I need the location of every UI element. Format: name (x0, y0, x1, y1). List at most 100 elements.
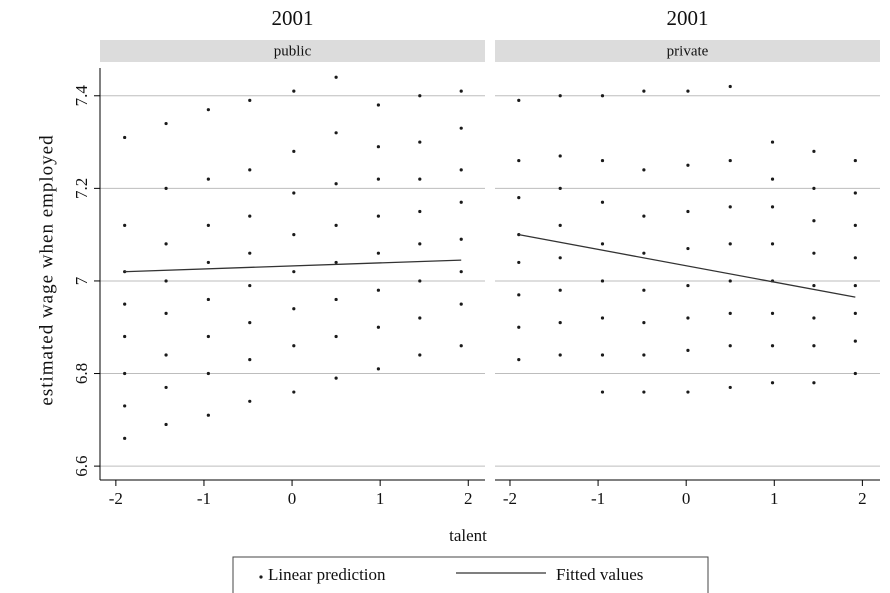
legend-box (232, 556, 709, 593)
point (558, 223, 562, 227)
point (459, 126, 463, 130)
x-tick-label: 0 (682, 489, 691, 508)
point (334, 75, 338, 79)
point (292, 149, 296, 153)
point (558, 256, 562, 260)
point (123, 404, 127, 408)
panel-title: 2001 (272, 6, 314, 30)
point (248, 399, 252, 403)
point (853, 371, 857, 376)
point (642, 390, 646, 394)
point (853, 256, 857, 260)
point (600, 200, 605, 204)
point (642, 89, 646, 93)
point (770, 344, 775, 348)
point (376, 325, 380, 329)
point (558, 186, 562, 190)
point (292, 307, 296, 311)
point (123, 334, 127, 339)
point (418, 140, 422, 144)
y-axis-label: estimated wage when employed (36, 134, 57, 405)
x-axis-label: talent (449, 526, 487, 545)
y-tick-label: 6.8 (72, 363, 91, 384)
fitted-line (518, 234, 856, 298)
point (812, 283, 816, 288)
strip-label: private (667, 43, 709, 59)
point (206, 297, 210, 302)
point (206, 108, 210, 112)
point (376, 367, 380, 371)
x-tick-label: -1 (197, 489, 211, 508)
panel-title: 2001 (667, 6, 709, 30)
point (248, 321, 252, 325)
point (686, 89, 690, 93)
point (728, 279, 732, 283)
point (812, 251, 816, 255)
point (517, 325, 521, 329)
point (376, 214, 380, 218)
point (812, 381, 816, 385)
point (770, 242, 775, 246)
point (686, 316, 690, 320)
point (728, 311, 732, 315)
point (686, 390, 690, 394)
point (853, 158, 857, 163)
point (292, 344, 296, 348)
point (642, 353, 646, 357)
point (558, 321, 562, 325)
point (728, 385, 732, 390)
point (459, 344, 463, 348)
point (123, 135, 127, 140)
x-tick-label: 1 (770, 489, 779, 508)
legend-label: Fitted values (556, 565, 643, 584)
point (517, 158, 521, 163)
point (728, 205, 732, 209)
point (334, 131, 338, 135)
point (292, 390, 296, 394)
point (853, 283, 857, 288)
point (600, 94, 605, 98)
point (123, 371, 127, 376)
point (248, 251, 252, 255)
point (459, 168, 463, 172)
point (853, 311, 857, 315)
point (164, 279, 168, 283)
x-tick-label: -2 (503, 489, 517, 508)
y-tick-label: 7.4 (72, 85, 91, 107)
point (334, 182, 338, 186)
point (558, 154, 562, 158)
point (292, 270, 296, 274)
point (123, 436, 127, 440)
point (459, 302, 463, 306)
point (812, 219, 816, 223)
point (334, 376, 338, 380)
point (686, 246, 690, 251)
point (600, 158, 605, 163)
point (376, 251, 380, 255)
point (248, 98, 252, 103)
point (600, 390, 605, 394)
x-tick-label: -2 (109, 489, 123, 508)
point (459, 89, 463, 93)
point (600, 279, 605, 283)
point (728, 158, 732, 163)
point (376, 288, 380, 292)
point (248, 214, 252, 218)
point (334, 297, 338, 302)
point (642, 168, 646, 172)
point (376, 145, 380, 149)
point (248, 358, 252, 362)
point (812, 149, 816, 153)
point (292, 191, 296, 195)
x-tick-label: 0 (288, 489, 297, 508)
point (164, 311, 168, 315)
point (600, 353, 605, 357)
point (728, 242, 732, 246)
point (558, 353, 562, 357)
point (517, 260, 521, 265)
point (812, 344, 816, 348)
point (206, 223, 210, 227)
point (642, 288, 646, 292)
point (686, 209, 690, 214)
